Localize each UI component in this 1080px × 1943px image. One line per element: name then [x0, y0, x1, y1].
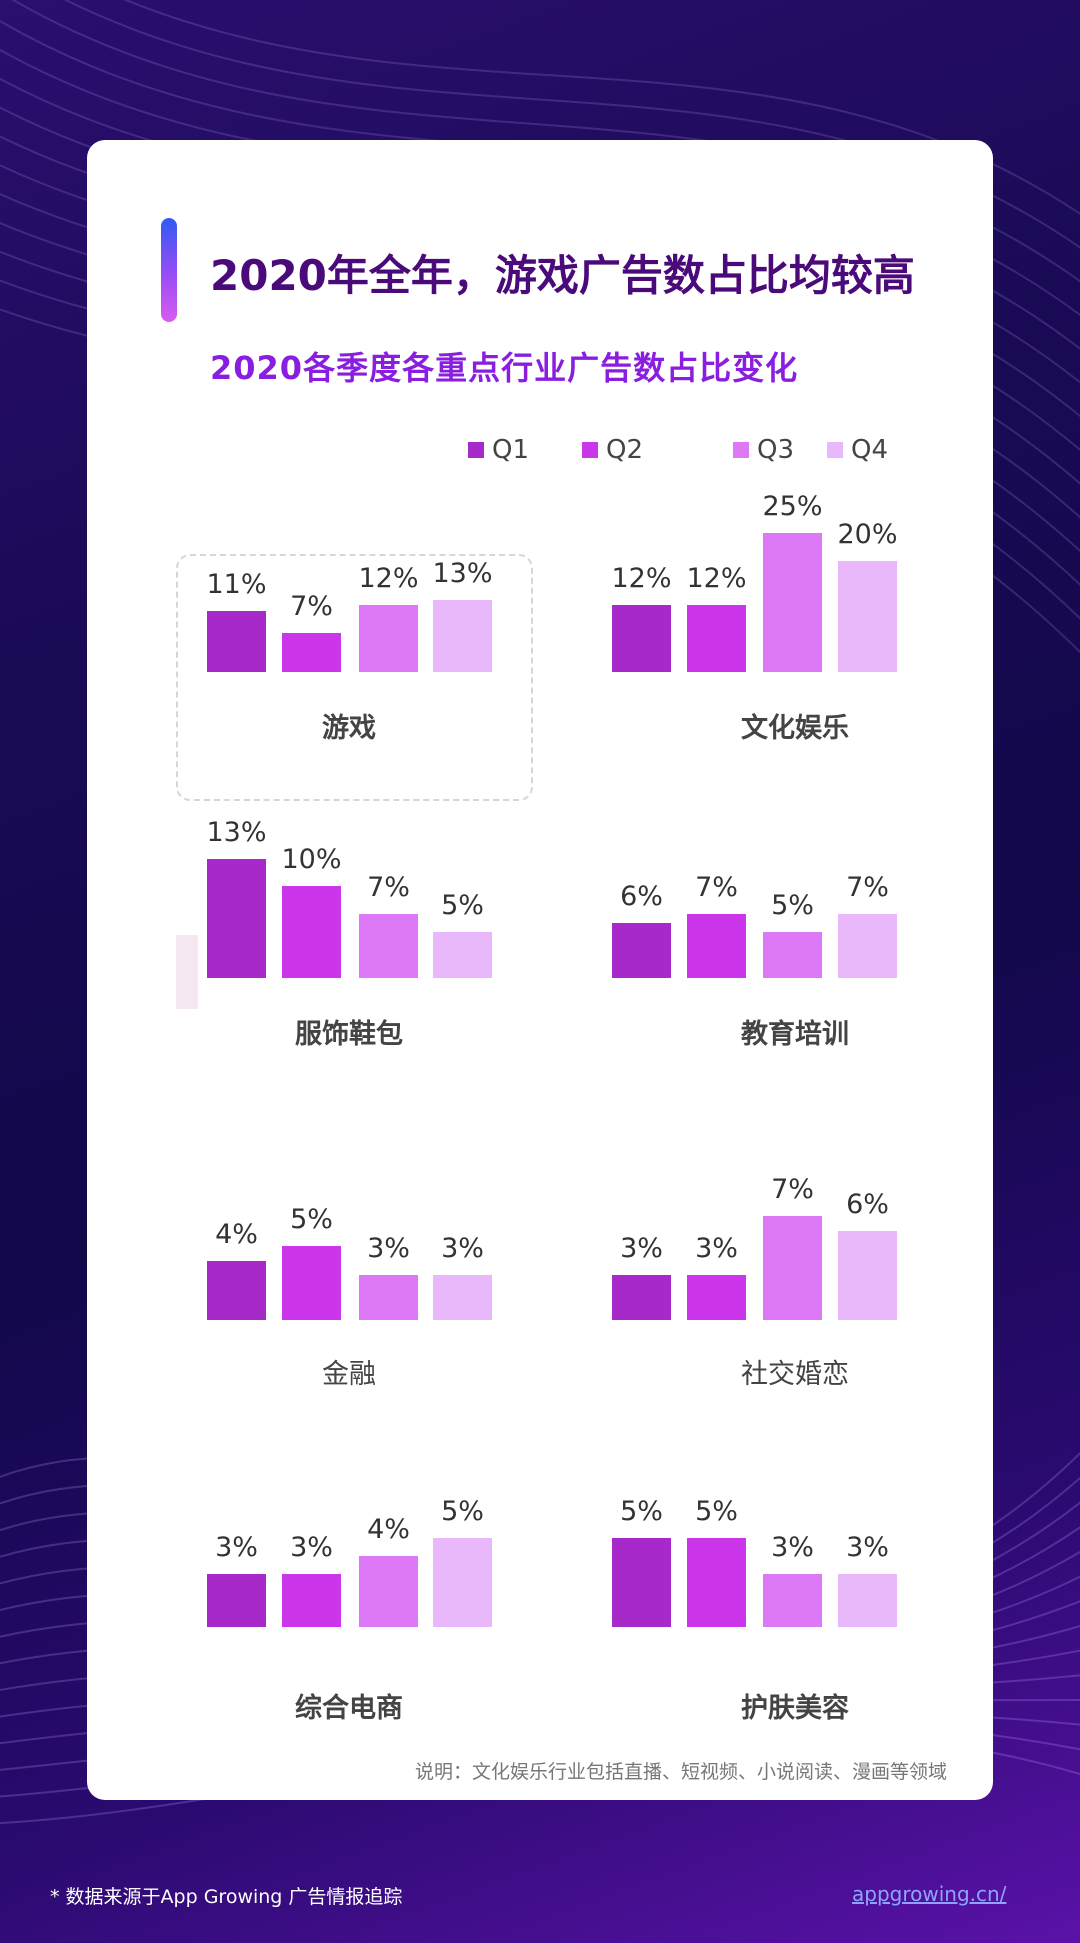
bar-q1: [612, 1275, 671, 1320]
legend-label: Q1: [492, 435, 530, 465]
title-accent-bar: [161, 218, 177, 322]
category-label: 金融: [322, 1359, 376, 1390]
data-label: 25%: [762, 491, 823, 522]
data-label: 5%: [695, 1496, 738, 1527]
legend-label: Q2: [606, 435, 644, 465]
legend-item-q4: Q4: [827, 435, 888, 465]
bar-q3: [763, 1216, 822, 1320]
data-label: 5%: [771, 890, 814, 922]
legend-label: Q4: [851, 435, 889, 465]
category-label: 社交婚恋: [741, 1359, 849, 1390]
bar-q3: [359, 605, 418, 672]
category-label: 服饰鞋包: [295, 1019, 403, 1050]
data-label: 3%: [695, 1233, 738, 1265]
bar-q4: [838, 560, 897, 672]
bar-q1: [612, 923, 671, 978]
data-label: 5%: [441, 1496, 484, 1527]
legend-swatch: [582, 442, 598, 458]
data-label: 4%: [215, 1218, 258, 1250]
legend-swatch: [733, 442, 749, 458]
bar-q3: [359, 1555, 418, 1627]
bar-q2: [687, 1538, 746, 1627]
bar-q1: [207, 610, 266, 672]
highlight-box: [176, 554, 533, 801]
note: 说明：文化娱乐行业包括直播、短视频、小说阅读、漫画等领域: [414, 1761, 947, 1783]
category-label: 教育培训: [741, 1019, 849, 1050]
data-label: 7%: [695, 871, 738, 903]
bar-q4: [433, 1275, 492, 1320]
data-label: 10%: [281, 844, 342, 876]
bar-q3: [359, 913, 418, 978]
data-label: 3%: [367, 1233, 410, 1265]
data-label: 12%: [358, 563, 419, 595]
legend-item-q2: Q2: [582, 435, 643, 465]
data-label: 3%: [846, 1531, 889, 1563]
source-footer: * 数据来源于App Growing 广告情报追踪: [50, 1886, 403, 1908]
data-label: 4%: [367, 1513, 410, 1545]
page-title: 2020年全年，游戏广告数占比均较高: [210, 251, 915, 300]
data-label: 12%: [611, 563, 672, 595]
data-label: 13%: [206, 817, 267, 848]
bar-q2: [687, 605, 746, 672]
category-label: 护肤美容: [741, 1693, 849, 1724]
data-label: 3%: [215, 1531, 258, 1563]
bar-q4: [433, 1538, 492, 1627]
data-label: 13%: [432, 557, 493, 589]
data-label: 7%: [367, 871, 410, 903]
legend-swatch: [468, 442, 484, 458]
bar-q2: [282, 886, 341, 978]
data-label: 11%: [206, 568, 267, 600]
data-label: 7%: [290, 591, 333, 623]
bar-q4: [433, 932, 492, 978]
legend-item-q3: Q3: [733, 435, 794, 465]
data-label: 12%: [686, 563, 747, 595]
bar-q3: [359, 1275, 418, 1320]
bar-q4: [838, 1573, 897, 1627]
bar-q2: [687, 1275, 746, 1320]
data-label: 3%: [620, 1233, 663, 1265]
data-label: 5%: [290, 1203, 333, 1235]
legend: Q1 Q2 Q3 Q4: [0, 435, 1080, 471]
data-label: 3%: [771, 1531, 814, 1563]
bar-q1: [207, 1260, 266, 1320]
bar-q3: [763, 932, 822, 978]
bar-q4: [838, 913, 897, 978]
bar-q2: [282, 1573, 341, 1627]
data-label: 3%: [290, 1531, 333, 1563]
data-label: 7%: [771, 1174, 814, 1205]
bar-q3: [763, 1573, 822, 1627]
data-label: 5%: [620, 1496, 663, 1527]
data-label: 5%: [441, 890, 484, 922]
data-label: 7%: [846, 871, 889, 903]
bar-q4: [838, 1230, 897, 1320]
data-label: 3%: [441, 1233, 484, 1265]
category-label: 游戏: [322, 713, 376, 744]
legend-swatch: [827, 442, 843, 458]
bar-q3: [763, 533, 822, 672]
data-label: 6%: [620, 881, 663, 913]
data-label: 20%: [837, 518, 898, 550]
chart-subtitle: 2020各季度各重点行业广告数占比变化: [210, 349, 799, 387]
site-link[interactable]: appgrowing.cn/: [852, 1882, 1007, 1906]
legend-label: Q3: [757, 435, 795, 465]
category-label: 综合电商: [295, 1693, 403, 1724]
bar-q1: [612, 1538, 671, 1627]
bar-q4: [433, 599, 492, 672]
legend-item-q1: Q1: [468, 435, 529, 465]
bar-q1: [612, 605, 671, 672]
bar-q1: [207, 859, 266, 978]
decor-rect: [176, 935, 198, 1009]
data-label: 6%: [846, 1188, 889, 1220]
bar-q2: [687, 913, 746, 978]
bar-q2: [282, 633, 341, 672]
bar-q2: [282, 1245, 341, 1320]
category-label: 文化娱乐: [741, 713, 849, 744]
bar-q1: [207, 1573, 266, 1627]
